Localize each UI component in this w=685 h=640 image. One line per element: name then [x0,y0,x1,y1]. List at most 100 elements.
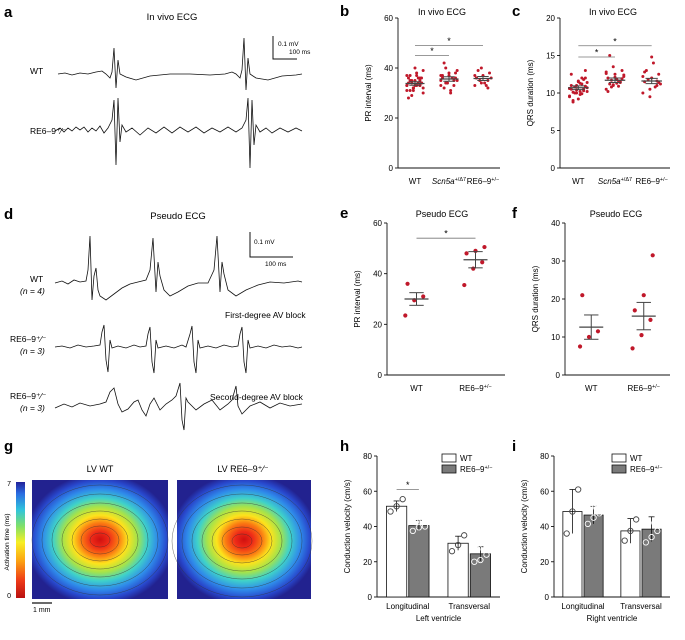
data-point [405,74,409,77]
legend-swatch [611,453,627,463]
data-point [471,266,476,271]
x-tick-label: Transversal [449,602,491,611]
chart-b: 0 20 40 60 PR interval (ms) b In vivo ECG WT Scn… [340,3,500,186]
data-point [606,90,610,93]
data-point [577,344,583,349]
data-point [403,313,408,318]
ecg-trace-d-second-degree [54,382,303,431]
data-point [473,74,477,77]
data-point [486,86,490,90]
data-point [613,72,617,76]
significance-star: * [430,46,434,56]
map-title-lv-wt: LV WT [87,464,114,474]
data-point [648,95,652,99]
data-point [444,66,448,70]
data-point [595,329,601,334]
y-tick-label: 20 [363,558,372,567]
data-point [406,96,410,100]
data-point [449,91,453,95]
data-point [563,530,570,537]
bar-re69 [408,525,430,598]
data-point [642,539,649,546]
data-point [609,85,613,89]
legend-label: WT [460,454,473,463]
data-point [621,537,628,544]
data-point [410,94,414,97]
panel-d-row1-n: (n = 4) [20,286,45,296]
y-axis-label: PR interval (ms) [364,64,373,122]
colorbar-max: 7 [7,481,11,488]
data-point [611,65,615,69]
data-point [455,79,459,82]
data-point [479,81,483,85]
panel-d-row3-n: (n = 3) [20,403,45,413]
y-tick-label: 40 [384,64,393,73]
panel-d-scale-bar [249,232,293,258]
data-point [632,308,637,313]
data-point [641,293,646,298]
panel-a-row-label-re69: RE6–9⁺⁄⁻ [30,126,67,136]
data-point [587,504,594,512]
data-point [483,551,490,558]
x-tick-label: RE6–9+/− [635,177,667,186]
y-tick-label: 60 [363,487,372,496]
panel-g: g LV WT LV RE6–9⁺⁄⁻ 7 0 Activation time … [4,438,313,614]
data-point [648,87,652,91]
chart-title: Pseudo ECG [590,209,643,219]
y-axis-label: Conduction velocity (cm/s) [520,479,529,573]
data-point [482,244,487,250]
data-point [622,73,626,77]
y-axis-label: PR interval (ms) [353,270,362,328]
data-point [411,89,415,92]
colorbar-label: Activation time (ms) [4,513,11,570]
data-point [442,61,446,65]
data-point [452,84,456,87]
bar-wt [386,505,408,598]
panel-letter: e [340,205,348,222]
data-point [648,533,655,541]
map-scale-label: 1 mm [33,607,51,614]
data-point [421,86,425,90]
data-point [488,71,492,75]
data-point [476,69,480,72]
chart-title: Pseudo ECG [416,209,469,219]
activation-map-lv-re69 [171,480,313,599]
y-tick-label: 80 [540,452,549,461]
y-tick-label: 20 [546,14,555,23]
y-tick-label: 30 [551,257,560,266]
significance-star: * [447,36,451,46]
y-tick-label: 0 [389,164,394,173]
data-point [415,524,423,531]
data-point [421,91,425,95]
data-point [405,84,409,87]
x-tick-label: Longitudinal [386,602,429,611]
data-point [611,83,615,87]
data-point [421,294,426,299]
map-title-lv-re69: LV RE6–9⁺⁄⁻ [217,464,269,474]
data-point [406,76,410,80]
panel-a: a In vivo ECG 0.1 mV 100 ms WT RE6–9⁺⁄⁻ [4,4,311,169]
data-point [573,91,577,95]
data-point [571,100,575,104]
x-tick-label: Longitudinal [561,602,604,611]
data-point [387,508,394,515]
chart-h: 0 20 40 60 80 Conduction velocity (cm/s) h Long… [340,438,500,623]
data-point [650,253,655,258]
x-tick-label: WT [585,384,598,393]
data-point [639,333,644,338]
data-point [447,71,451,75]
chart-f: 0 10 20 30 40 QRS duration (ms) f Pseudo ECG WT R… [512,205,670,393]
data-point [439,84,443,87]
data-point [608,82,612,86]
data-point [630,346,635,351]
panel-a-scale-ms: 100 ms [289,49,311,56]
y-tick-label: 40 [363,523,372,532]
data-point [409,527,416,535]
y-tick-label: 60 [373,219,382,228]
x-tick-label: RE6–9+/− [459,384,491,393]
data-point [480,260,485,265]
panel-a-scale-mv: 0.1 mV [278,41,299,48]
data-point [483,81,487,85]
data-point [439,79,443,82]
data-point [651,510,658,517]
